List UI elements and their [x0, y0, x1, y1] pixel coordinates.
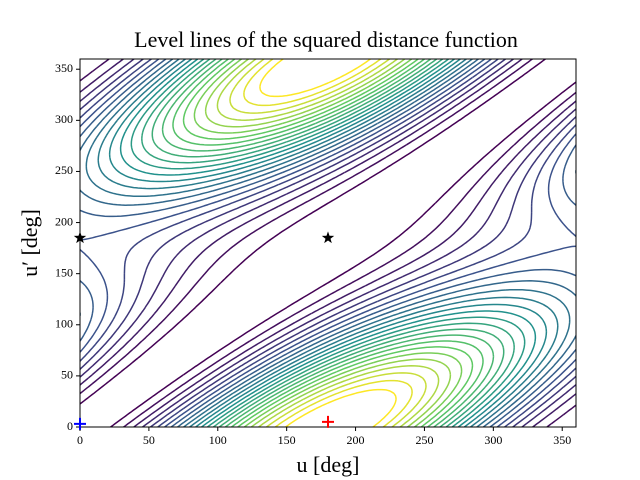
contour-line — [80, 59, 576, 427]
contour-line — [80, 59, 576, 427]
y-tick-label: 200 — [55, 214, 73, 228]
contour-line — [141, 59, 515, 427]
contour-line — [172, 59, 484, 427]
x-tick-label: 200 — [347, 433, 365, 447]
contour-line — [243, 59, 413, 427]
star-marker — [321, 231, 335, 244]
y-tick-label: 0 — [67, 419, 73, 433]
x-axis-label: u [deg] — [297, 452, 360, 477]
plus-marker — [74, 417, 86, 430]
y-tick-label: 250 — [55, 163, 73, 177]
x-tick-label: 350 — [553, 433, 571, 447]
x-tick-label: 0 — [77, 433, 83, 447]
contour-line — [80, 59, 576, 427]
contour-line — [85, 59, 571, 427]
contour-area — [80, 59, 576, 427]
contour-line — [182, 59, 474, 427]
x-tick-label: 300 — [484, 433, 502, 447]
contour-line — [229, 59, 427, 427]
contour-line — [161, 59, 495, 427]
contour-line — [80, 59, 576, 427]
x-tick-label: 150 — [278, 433, 296, 447]
contour-line — [216, 59, 440, 427]
x-tick-label: 50 — [143, 433, 155, 447]
contour-line — [97, 59, 559, 427]
y-tick-label: 150 — [55, 265, 73, 279]
x-tick-label: 100 — [209, 433, 227, 447]
y-tick-label: 50 — [61, 368, 73, 382]
y-tick-label: 350 — [55, 61, 73, 75]
contour-line — [80, 59, 576, 427]
star-marker — [73, 231, 87, 244]
plus-marker — [322, 415, 334, 428]
chart-title: Level lines of the squared distance func… — [134, 27, 518, 52]
contour-line — [204, 59, 452, 427]
x-tick-label: 250 — [415, 433, 433, 447]
y-tick-label: 100 — [55, 317, 73, 331]
contour-line — [119, 59, 537, 427]
contour-line — [80, 59, 576, 427]
y-axis-label: u′ [deg] — [17, 209, 42, 277]
contour-line — [80, 59, 576, 427]
contour-line — [80, 59, 576, 427]
y-tick-label: 300 — [55, 112, 73, 126]
contour-line — [108, 59, 548, 427]
